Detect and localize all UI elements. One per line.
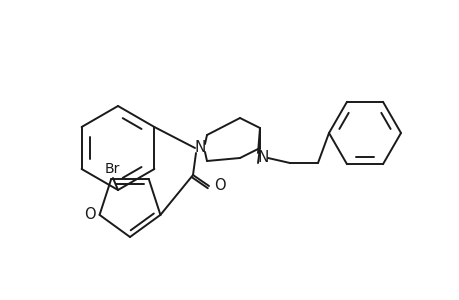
Text: N: N bbox=[194, 140, 205, 155]
Text: O: O bbox=[213, 178, 225, 194]
Text: N: N bbox=[257, 151, 268, 166]
Text: O: O bbox=[84, 207, 95, 222]
Text: Br: Br bbox=[104, 162, 119, 176]
